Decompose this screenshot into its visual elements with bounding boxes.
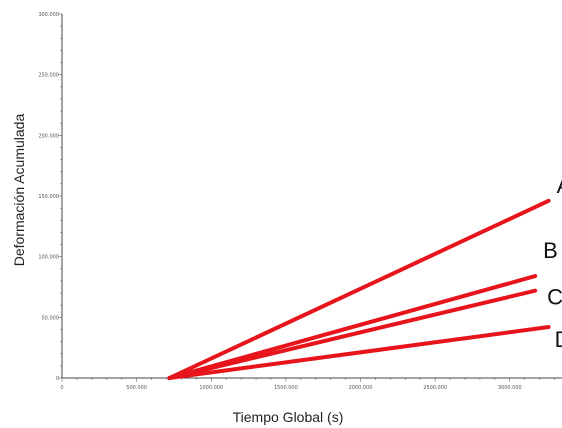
series-labels: A BCD — [543, 173, 562, 352]
x-tick-label: 2500.000 — [423, 385, 447, 391]
series-group — [167, 198, 551, 380]
y-tick-label: 200.000 — [38, 133, 59, 139]
series-label-d: D — [555, 327, 562, 352]
y-tick-label: 150.000 — [38, 194, 59, 200]
y-tick-label: 0 — [56, 376, 59, 382]
y-tick-label: 300.000 — [38, 12, 59, 18]
y-tick-label: 50.000 — [42, 315, 60, 321]
x-tick-label: 1500.000 — [274, 385, 298, 391]
ticks: 0 500.000 1000.000 1500.000 2000.000 2500.000… — [38, 12, 555, 391]
series-line-d — [167, 325, 551, 380]
series-label-c: C — [547, 285, 562, 310]
x-tick-label: 2000.000 — [349, 385, 373, 391]
x-tick-label: 500.000 — [126, 385, 147, 391]
series-line-c — [167, 288, 538, 380]
x-tick-label: 1000.000 — [199, 385, 223, 391]
series-label-a: A — [557, 173, 562, 198]
x-tick-label: 3000.000 — [498, 385, 522, 391]
y-tick-label: 250.000 — [38, 73, 59, 79]
series-line-b — [167, 274, 538, 380]
y-axis-label: Deformación Acumulada — [11, 114, 27, 267]
y-tick-label: 100.000 — [38, 255, 59, 261]
axes — [61, 14, 562, 379]
x-tick-label: 0 — [60, 385, 63, 391]
series-label-b: B — [543, 238, 558, 263]
series-line-a — [167, 198, 551, 380]
x-axis-label: Tiempo Global (s) — [233, 409, 344, 425]
